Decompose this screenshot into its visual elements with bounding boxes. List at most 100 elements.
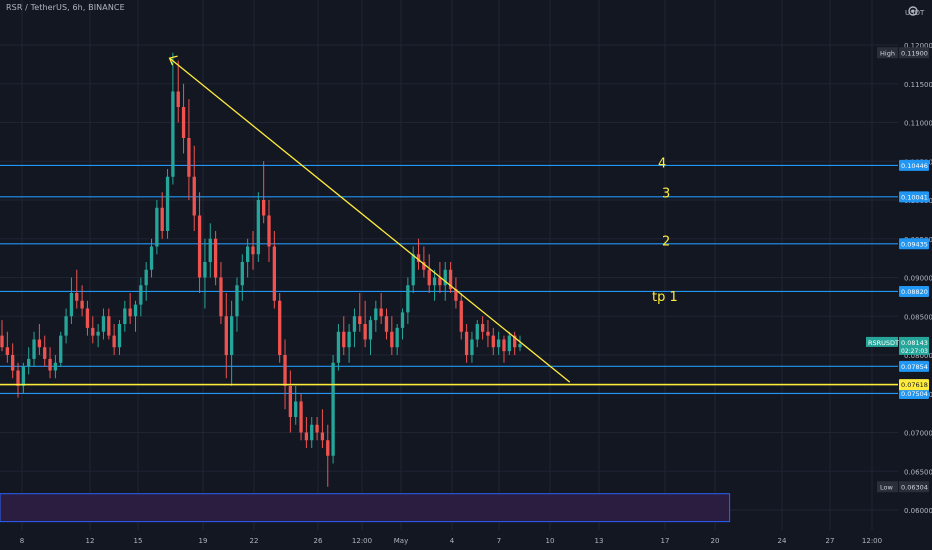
candle-body	[101, 316, 106, 332]
candle-body	[219, 277, 223, 317]
candle-body	[336, 331, 341, 363]
currency-label: USDT	[905, 9, 925, 17]
candle-body	[491, 335, 495, 348]
price-tick-label: 0.06500	[904, 468, 932, 476]
candle-body	[459, 300, 463, 332]
candle-body	[235, 285, 239, 317]
level-price-text: 0.09435	[901, 240, 928, 248]
candle-body	[256, 200, 260, 255]
candle-body	[192, 176, 196, 216]
extreme-label-badge	[877, 47, 898, 59]
candle-body	[379, 308, 383, 317]
gear-icon[interactable]	[904, 2, 922, 20]
candle-body	[160, 207, 164, 231]
candle-body	[75, 293, 79, 301]
level-annotation-label: tp 1	[652, 290, 678, 305]
time-tick-label: 12:00	[862, 537, 882, 545]
candle-body	[43, 347, 47, 359]
candle-body	[448, 269, 453, 290]
candle-body	[144, 269, 148, 286]
candle-body	[502, 339, 506, 352]
candle-body	[229, 316, 234, 355]
candle-body	[85, 308, 90, 328]
time-tick-label: 13	[595, 537, 604, 545]
candle-body	[197, 215, 202, 278]
price-tick-label: 0.06000	[904, 507, 932, 515]
candle-body	[208, 238, 212, 262]
candle-body	[139, 285, 143, 305]
candle-body	[390, 331, 394, 348]
level-price-text: 0.10446	[901, 162, 928, 170]
candle-body	[251, 246, 255, 255]
level-price-badge	[899, 387, 929, 399]
candle-body	[518, 344, 522, 348]
level-price-text: 0.07854	[901, 363, 928, 371]
extreme-label-text: Low	[880, 483, 893, 491]
level-price-text: 0.07504	[901, 390, 928, 398]
time-tick-label: 19	[199, 537, 208, 545]
candle-body	[400, 312, 405, 328]
extreme-price-badge	[899, 481, 929, 493]
time-tick-label: 15	[134, 537, 143, 545]
candle-body	[283, 355, 287, 386]
symbol-title: RSR / TetherUS, 6h, BINANCE	[6, 3, 125, 12]
candle-body	[416, 254, 421, 262]
candle-body	[486, 331, 490, 336]
candle-body	[347, 331, 351, 348]
time-axis[interactable]: 8 12 15 19 22 26 12:00 May 4 7 10 13 17 20 24 27 12:00	[20, 537, 882, 545]
price-tick-label: 0.09000	[904, 275, 932, 283]
candle-body	[438, 277, 442, 286]
candle-body	[320, 432, 325, 441]
price-tick-label: 0.11500	[904, 81, 932, 89]
current-price-badge	[899, 336, 929, 355]
candle-body	[0, 335, 4, 348]
candle-body	[80, 300, 84, 309]
candle-body	[432, 277, 437, 286]
candle-body	[16, 370, 20, 386]
extreme-price-badge	[899, 47, 929, 59]
candle-body	[331, 362, 335, 456]
candle-body	[123, 308, 127, 324]
level-price-badge	[899, 238, 929, 250]
candle-body	[64, 316, 68, 336]
level-price-badge	[899, 285, 929, 297]
candle-body	[342, 331, 346, 348]
candle-body	[326, 440, 330, 456]
candle-body	[37, 339, 42, 348]
candle-body	[107, 316, 111, 336]
price-axis[interactable]: 0.120000.115000.110000.105000.100000.095…	[899, 0, 932, 550]
candle-body	[352, 316, 357, 332]
candle-body	[155, 207, 159, 247]
time-tick-label: May	[394, 537, 408, 545]
candle-body	[59, 335, 63, 363]
time-tick-label: 7	[497, 537, 501, 545]
range-box-rect	[0, 493, 731, 523]
candle-body	[165, 176, 170, 231]
time-tick-label: 22	[250, 537, 259, 545]
candle-body	[267, 215, 271, 247]
level-annotation-label: 4	[658, 156, 666, 171]
time-tick-label: 24	[778, 537, 787, 545]
candle-body	[262, 200, 266, 216]
extreme-label-text: High	[880, 49, 895, 57]
candle-body	[224, 316, 228, 355]
price-badges: 0.10446 0.10041 0.09435 0.08820 0.07854 0.075…	[866, 47, 929, 493]
extreme-label-badge	[877, 481, 898, 493]
time-tick-label: 27	[826, 537, 835, 545]
candle-body	[133, 304, 138, 317]
level-price-badge	[899, 159, 929, 171]
candle-body	[480, 324, 485, 332]
candle-body	[288, 386, 293, 417]
candle-body	[245, 246, 250, 262]
symbol-badge	[866, 336, 898, 347]
candle-body	[470, 339, 474, 355]
candle-body	[368, 320, 373, 340]
time-tick-label: 10	[546, 537, 555, 545]
time-tick-label: 26	[314, 537, 323, 545]
price-tick-label: 0.11000	[904, 120, 932, 128]
candle-body	[32, 339, 36, 359]
candle-body	[53, 362, 58, 371]
candle-body	[213, 238, 218, 278]
